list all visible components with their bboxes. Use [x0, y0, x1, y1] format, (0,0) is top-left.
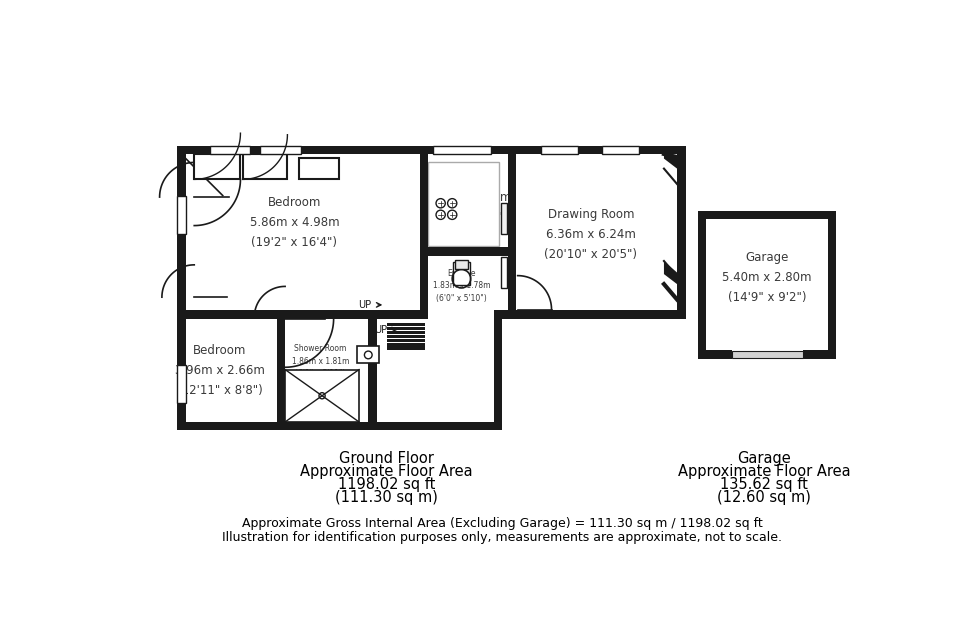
Text: Drawing Room
6.36m x 6.24m
(20'10" x 20'5"): Drawing Room 6.36m x 6.24m (20'10" x 20'… [544, 208, 637, 260]
Bar [358, 347, 379, 363]
Bar [177, 196, 186, 234]
Bar [433, 145, 491, 154]
Bar [698, 211, 837, 220]
Bar [368, 316, 376, 431]
Bar [732, 351, 803, 358]
Text: Garage: Garage [737, 451, 791, 466]
Text: Approximate Floor Area: Approximate Floor Area [301, 464, 473, 479]
Bar [433, 145, 491, 154]
Bar [698, 211, 707, 359]
Bar [428, 163, 499, 246]
Text: Approximate Gross Internal Area (Excluding Garage) = 111.30 sq m / 1198.02 sq ft: Approximate Gross Internal Area (Excludi… [242, 518, 762, 530]
Bar [494, 311, 686, 319]
Bar [387, 347, 425, 349]
Bar [194, 154, 240, 179]
Bar [603, 145, 639, 154]
Bar [387, 327, 425, 330]
Text: Shower Room
1.86m x 1.81m
(6'1" x 5'11"): Shower Room 1.86m x 1.81m (6'1" x 5'11") [292, 344, 349, 378]
Bar [698, 351, 732, 359]
Bar [387, 331, 425, 334]
Text: UP: UP [359, 300, 371, 310]
Bar [177, 145, 186, 431]
Bar [501, 203, 507, 234]
Text: UP: UP [373, 324, 387, 335]
Bar [285, 370, 359, 422]
Text: 1198.02 sq ft: 1198.02 sq ft [338, 478, 435, 492]
Bar [261, 145, 301, 154]
Bar [177, 145, 686, 154]
Bar [664, 159, 677, 169]
Bar [508, 145, 516, 311]
Bar [453, 262, 470, 285]
Bar [419, 145, 428, 311]
Text: Garage
5.40m x 2.80m
(14'9" x 9'2"): Garage 5.40m x 2.80m (14'9" x 9'2") [722, 251, 811, 304]
Text: Bedroom
3.96m x 2.66m
(12'11" x 8'8"): Bedroom 3.96m x 2.66m (12'11" x 8'8") [174, 344, 265, 397]
Bar [387, 343, 425, 345]
Text: Ground Floor: Ground Floor [339, 451, 434, 466]
Bar [419, 247, 516, 256]
Bar [211, 145, 251, 154]
Bar [456, 260, 467, 269]
Text: 135.62 sq ft: 135.62 sq ft [720, 478, 808, 492]
Bar [387, 338, 425, 342]
Polygon shape [186, 154, 677, 422]
Bar [664, 261, 677, 274]
Bar [177, 311, 427, 319]
Text: Kitchen
3.08m x 3.07m
(10'1" x 10'0"): Kitchen 3.08m x 3.07m (10'1" x 10'0") [422, 171, 512, 224]
Bar [299, 158, 339, 179]
Bar [177, 422, 503, 431]
Bar [707, 211, 828, 351]
Text: Bedroom
5.86m x 4.98m
(19'2" x 16'4"): Bedroom 5.86m x 4.98m (19'2" x 16'4") [250, 196, 339, 249]
Bar [603, 145, 639, 154]
Bar [456, 260, 467, 269]
Polygon shape [664, 154, 677, 169]
Text: (111.30 sq m): (111.30 sq m) [335, 490, 438, 505]
Bar [276, 311, 376, 319]
Bar [677, 145, 686, 319]
Bar [177, 196, 186, 234]
Polygon shape [177, 145, 686, 431]
Bar [541, 145, 578, 154]
Bar [177, 365, 186, 403]
Bar [387, 323, 425, 326]
Bar [732, 351, 803, 358]
Text: (12.60 sq m): (12.60 sq m) [717, 490, 811, 505]
Bar [211, 145, 251, 154]
Bar [541, 145, 578, 154]
Polygon shape [664, 261, 677, 284]
Bar [243, 154, 287, 179]
Bar [276, 316, 285, 431]
Text: Approximate Floor Area: Approximate Floor Area [678, 464, 851, 479]
Bar [387, 335, 425, 338]
Bar [261, 145, 301, 154]
Bar [803, 351, 837, 359]
Bar [828, 211, 837, 359]
Text: Ensuite
1.83m x 1.78m
(6'0" x 5'10"): Ensuite 1.83m x 1.78m (6'0" x 5'10") [433, 269, 490, 303]
Bar [177, 365, 186, 403]
Bar [494, 318, 503, 431]
Bar [501, 257, 507, 288]
Text: Illustration for identification purposes only, measurements are approximate, not: Illustration for identification purposes… [222, 531, 782, 544]
